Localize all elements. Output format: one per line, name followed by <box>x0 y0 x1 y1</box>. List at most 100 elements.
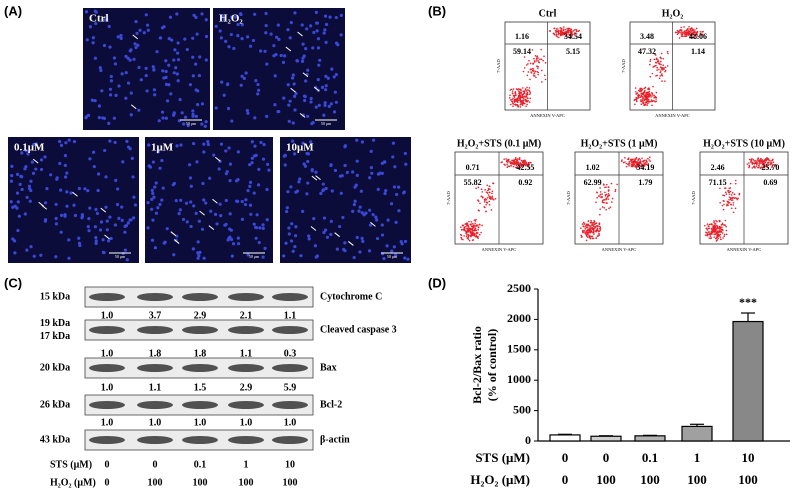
nucleus <box>302 94 307 98</box>
event <box>720 238 722 241</box>
event <box>710 237 713 239</box>
band <box>228 401 264 409</box>
nucleus <box>167 37 171 41</box>
nucleus <box>287 226 291 230</box>
event <box>624 161 626 163</box>
nucleus <box>322 216 327 220</box>
event <box>695 27 698 30</box>
event <box>461 238 464 241</box>
band <box>89 326 125 334</box>
event <box>575 30 578 33</box>
band-value: 1.1 <box>240 348 253 359</box>
event <box>639 159 642 161</box>
nucleus <box>16 200 20 204</box>
nucleus <box>330 67 334 71</box>
event <box>752 162 754 165</box>
event <box>565 31 568 34</box>
event <box>641 95 644 98</box>
nucleus <box>19 174 23 179</box>
nucleus <box>339 191 343 195</box>
event <box>492 182 494 185</box>
event <box>624 157 626 159</box>
event <box>473 233 476 235</box>
event <box>634 87 637 89</box>
nucleus <box>230 254 234 258</box>
plot-title: Ctrl <box>539 8 557 19</box>
event <box>634 165 636 167</box>
nucleus <box>88 206 92 210</box>
event <box>644 86 647 89</box>
event <box>716 232 718 235</box>
event <box>724 191 727 194</box>
quadrant-value: 1.02 <box>586 163 600 172</box>
event <box>481 196 484 199</box>
nucleus <box>59 230 63 234</box>
event <box>643 159 645 162</box>
nucleus <box>102 116 107 120</box>
nucleus <box>289 239 294 243</box>
event <box>518 92 521 95</box>
condition-value: 1 <box>244 459 249 470</box>
category-row-name: H₂O₂ (μM) <box>470 472 530 487</box>
nucleus <box>94 235 98 240</box>
nucleus <box>355 159 359 163</box>
nucleus <box>156 206 160 210</box>
arrow <box>302 72 309 78</box>
nucleus <box>59 143 64 147</box>
nucleus <box>339 33 343 37</box>
nucleus <box>240 74 244 78</box>
category-row-name: STS (μM) <box>475 450 530 465</box>
event <box>470 223 472 225</box>
nucleus <box>282 96 286 100</box>
event <box>607 195 609 197</box>
nucleus <box>172 71 176 75</box>
nucleus <box>114 178 118 182</box>
nucleus <box>248 44 253 48</box>
nucleus <box>343 241 347 245</box>
quadrant-value: 34.54 <box>564 32 582 41</box>
nucleus <box>172 253 176 257</box>
nucleus <box>91 36 96 40</box>
nucleus <box>246 111 250 115</box>
nucleus <box>151 218 155 222</box>
event <box>466 233 468 236</box>
event <box>508 97 511 99</box>
nucleus <box>112 116 116 120</box>
event <box>521 160 524 162</box>
event <box>602 201 604 204</box>
nucleus <box>137 108 141 112</box>
bar <box>590 435 622 442</box>
nucleus <box>262 143 266 147</box>
x-tick-label: 100 <box>738 472 758 487</box>
nucleus <box>403 256 407 260</box>
event <box>526 86 528 89</box>
quadrant-value: 1.16 <box>515 32 529 41</box>
nucleus <box>77 186 81 191</box>
nucleus <box>254 236 258 240</box>
event <box>516 159 519 162</box>
event <box>708 223 711 226</box>
event <box>766 157 768 159</box>
event <box>763 160 765 162</box>
nucleus <box>395 192 399 197</box>
nucleus <box>269 32 273 36</box>
nucleus <box>153 185 157 189</box>
event <box>727 200 730 203</box>
event <box>728 189 730 192</box>
y-axis-label: Bcl-2/Bax ratio <box>470 326 484 404</box>
nucleus <box>215 222 219 226</box>
event <box>603 207 606 209</box>
nucleus <box>102 43 107 48</box>
event <box>724 224 726 227</box>
event <box>756 162 759 164</box>
event <box>560 32 563 35</box>
event <box>473 234 475 237</box>
event <box>610 182 613 185</box>
event <box>504 164 506 166</box>
nucleus <box>303 98 307 103</box>
event <box>704 234 707 236</box>
event <box>653 58 656 61</box>
nucleus <box>316 46 321 50</box>
nucleus <box>289 185 293 189</box>
nucleus <box>113 223 118 227</box>
